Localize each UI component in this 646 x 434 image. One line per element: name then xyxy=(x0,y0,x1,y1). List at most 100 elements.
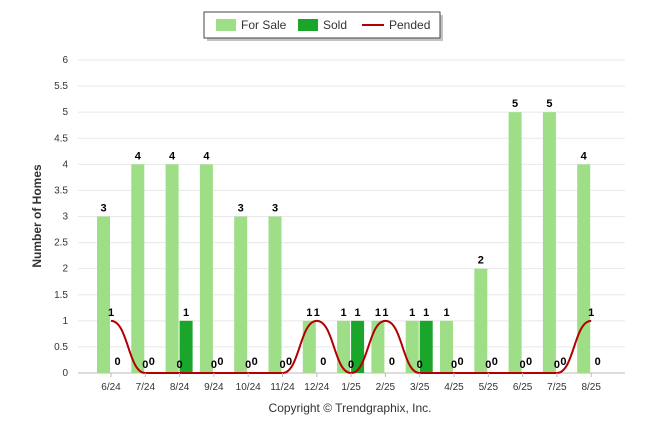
legend-swatch-for-sale xyxy=(216,19,236,31)
label-for-sale: 4 xyxy=(169,150,176,162)
x-axis-ticks: 6/24 7/24 8/24 9/24 10/24 11/24 12/24 1/25 2/25 3… xyxy=(101,373,601,393)
x-tick-label: 7/24 xyxy=(136,382,156,393)
x-tick-label: 8/25 xyxy=(581,382,601,393)
x-tick-label: 10/24 xyxy=(236,382,261,393)
legend-box xyxy=(203,11,441,39)
bar-for-sale xyxy=(268,216,282,373)
x-tick-label: 4/25 xyxy=(444,382,464,393)
y-tick-label: 4.5 xyxy=(54,133,68,144)
label-pended: 0 xyxy=(348,359,354,371)
label-for-sale: 4 xyxy=(203,150,210,162)
legend: For Sale Sold Pended xyxy=(203,11,443,41)
bar-for-sale xyxy=(199,164,213,373)
bar-sold xyxy=(351,320,365,373)
label-sold: 0 xyxy=(560,356,566,368)
y-tick-label: 4 xyxy=(62,159,68,170)
bar-for-sale xyxy=(302,320,316,373)
bar-for-sale xyxy=(508,112,522,374)
label-for-sale: 1 xyxy=(443,307,449,319)
label-pended: 1 xyxy=(314,307,320,319)
label-sold: 1 xyxy=(355,307,361,319)
label-sold: 0 xyxy=(252,356,258,368)
y-tick-label: 2.5 xyxy=(54,238,68,249)
label-for-sale: 1 xyxy=(375,307,381,319)
label-for-sale: 5 xyxy=(546,98,552,110)
bar-for-sale xyxy=(97,216,110,373)
legend-swatch-sold xyxy=(298,19,318,31)
y-tick-label: 2 xyxy=(62,264,68,275)
bars xyxy=(97,112,591,374)
bar-for-sale xyxy=(542,112,556,374)
label-pended: 0 xyxy=(142,359,148,371)
label-for-sale: 1 xyxy=(306,307,312,319)
bar-for-sale xyxy=(131,164,145,373)
y-tick-label: 0.5 xyxy=(54,342,68,353)
label-for-sale: 2 xyxy=(478,255,484,267)
label-for-sale: 4 xyxy=(135,150,142,162)
x-tick-label: 12/24 xyxy=(304,382,329,393)
y-axis-title: Number of Homes xyxy=(30,164,44,268)
label-sold: 1 xyxy=(183,307,189,319)
label-sold: 0 xyxy=(217,356,223,368)
bar-for-sale xyxy=(234,216,248,373)
y-tick-label: 6 xyxy=(62,55,68,66)
x-tick-label: 2/25 xyxy=(376,382,396,393)
label-pended: 0 xyxy=(520,359,526,371)
y-axis-ticks: 0 0.5 1 1.5 2 2.5 3 3.5 4 4.5 5 5.5 6 xyxy=(54,55,68,379)
label-for-sale: 1 xyxy=(409,307,415,319)
y-tick-label: 3.5 xyxy=(54,185,68,196)
x-tick-label: 6/24 xyxy=(101,382,121,393)
label-for-sale: 1 xyxy=(341,307,347,319)
label-for-sale: 3 xyxy=(100,203,106,215)
label-sold: 0 xyxy=(492,356,498,368)
x-tick-label: 8/24 xyxy=(170,382,190,393)
legend-label-sold: Sold xyxy=(323,18,347,32)
bar-for-sale xyxy=(405,320,419,373)
bar-for-sale xyxy=(371,320,385,373)
label-for-sale: 3 xyxy=(272,203,278,215)
y-tick-label: 1.5 xyxy=(54,290,68,301)
label-pended: 0 xyxy=(451,359,457,371)
label-sold: 0 xyxy=(526,356,532,368)
bar-sold xyxy=(179,320,193,373)
label-pended: 1 xyxy=(108,307,114,319)
label-sold: 1 xyxy=(423,307,429,319)
bar-for-sale xyxy=(337,320,351,373)
bar-for-sale xyxy=(165,164,179,373)
label-pended: 0 xyxy=(554,359,560,371)
label-sold: 0 xyxy=(457,356,463,368)
label-pended: 1 xyxy=(382,307,388,319)
y-tick-label: 0 xyxy=(62,368,68,379)
label-sold: 0 xyxy=(114,356,120,368)
bar-for-sale xyxy=(440,320,453,373)
y-tick-label: 3 xyxy=(62,212,68,223)
bar-for-sale xyxy=(474,268,488,373)
bar-sold xyxy=(419,320,433,373)
label-for-sale: 5 xyxy=(512,98,518,110)
label-sold: 0 xyxy=(149,356,155,368)
x-tick-label: 5/25 xyxy=(479,382,499,393)
x-tick-label: 1/25 xyxy=(341,382,361,393)
label-for-sale: 4 xyxy=(581,150,588,162)
legend-label-for-sale: For Sale xyxy=(241,18,287,32)
label-sold: 0 xyxy=(286,356,292,368)
y-tick-label: 5.5 xyxy=(54,81,68,92)
x-tick-label: 3/25 xyxy=(410,382,430,393)
x-tick-label: 9/24 xyxy=(204,382,224,393)
x-tick-label: 6/25 xyxy=(513,382,533,393)
label-pended: 0 xyxy=(417,359,423,371)
x-tick-label: 11/24 xyxy=(270,382,295,393)
label-pended: 0 xyxy=(485,359,491,371)
label-pended: 0 xyxy=(177,359,183,371)
label-pended: 0 xyxy=(245,359,251,371)
label-sold: 0 xyxy=(389,356,395,368)
bar-for-sale xyxy=(577,164,591,373)
y-tick-label: 5 xyxy=(62,107,68,118)
copyright-credit: Copyright © Trendgraphix, Inc. xyxy=(269,401,432,415)
label-for-sale: 3 xyxy=(238,203,244,215)
y-tick-label: 1 xyxy=(62,316,68,327)
label-sold: 0 xyxy=(595,356,601,368)
label-pended: 0 xyxy=(211,359,217,371)
